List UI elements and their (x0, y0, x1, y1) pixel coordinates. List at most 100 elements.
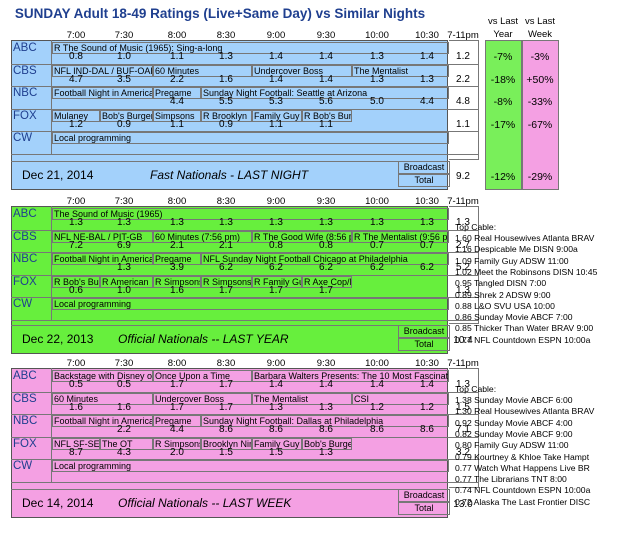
program-cell: R Axe Cop/R (302, 275, 352, 288)
rating-value: 5.0 (370, 96, 384, 107)
program-cell: Undercover Boss (153, 392, 252, 405)
rating-value: 1.2 (370, 401, 384, 413)
time-column-header: 8:00 (167, 30, 187, 41)
footer-separator (11, 489, 448, 490)
program-cell: Pregame (153, 87, 201, 99)
rating-value: 1.3 (117, 262, 131, 273)
rating-value: 1.3 (319, 446, 333, 458)
rating-value: 4.3 (117, 446, 131, 458)
rating-value: 1.3 (370, 73, 384, 85)
rating-value: 6.2 (269, 262, 283, 273)
total-column (449, 206, 479, 324)
program-cell: Football Night in America (52, 415, 153, 427)
time-column-header: 9:30 (316, 196, 336, 207)
rating-value: 1.0 (117, 51, 131, 62)
rating-value: 1.3 (370, 217, 384, 228)
top-cable-item: 0.95 Tangled DISN 7:00 (455, 278, 547, 289)
broadcast-total-value: 13.0 (453, 499, 473, 510)
rating-value: 1.3 (319, 217, 333, 228)
program-cell: The Sound of Music (1965) (52, 208, 449, 220)
rating-value: 1.7 (219, 401, 233, 413)
time-column-header: 8:30 (216, 358, 236, 369)
network-total: 4.8 (456, 96, 470, 107)
row-separator (11, 297, 479, 298)
broadcast-label: Broadcast (398, 325, 450, 338)
rating-value: 2.1 (170, 239, 184, 251)
network-label-abc: ABC (13, 208, 37, 220)
network-column-border (51, 206, 52, 321)
rating-value: 1.5 (269, 446, 283, 458)
row-separator (11, 153, 479, 155)
rating-value: 1.7 (269, 284, 283, 296)
rating-value: 6.2 (319, 262, 333, 273)
rating-value: 1.0 (117, 284, 131, 296)
vs-last-year-column (485, 40, 522, 190)
vs-last-year-total: -12% (490, 171, 516, 183)
vs-last-year-header-top: vs Last (487, 16, 519, 27)
program-cell: R Simpsons (153, 437, 201, 450)
program-cell: R The Good Wife (8:56 p (252, 230, 352, 243)
rating-value: 4.4 (170, 96, 184, 107)
rating-value: 0.8 (319, 239, 333, 251)
rating-value: 8.6 (370, 424, 384, 435)
time-column-header: 7-11pm (447, 358, 479, 369)
vs-last-week-value: -33% (527, 96, 553, 108)
program-cell: Bob's Burgers (100, 109, 153, 122)
program-cell: The Mentalist (352, 64, 449, 77)
program-cell: Local programming (52, 298, 449, 310)
top-cable-item: 0.86 Sunday Movie ABCF 7:00 (455, 312, 573, 323)
vs-last-week-header-bottom: Week (527, 29, 553, 40)
network-label-cw: CW (13, 132, 33, 144)
rating-value: 1.3 (420, 217, 434, 228)
program-cell: 60 Minutes (153, 64, 252, 77)
row-separator (11, 414, 479, 415)
program-cell: Family Guy (252, 109, 302, 122)
footer-separator (11, 161, 448, 162)
network-label-cbs: CBS (13, 64, 37, 77)
row-separator (11, 481, 479, 483)
time-column-header: 10:30 (415, 30, 439, 41)
vs-last-week-value: -3% (530, 51, 550, 63)
program-cell: NFL SF-SEA (52, 437, 100, 450)
time-column-header: 7-11pm (447, 196, 479, 207)
time-column-header: 9:00 (266, 196, 286, 207)
top-cable-item: 1.16 Despicable Me DISN 9:00a (455, 244, 578, 255)
rating-value: 1.4 (420, 379, 434, 390)
row-separator (11, 229, 479, 231)
broadcast-total-value: 9.2 (456, 171, 470, 182)
vs-last-year-value: -18% (490, 73, 516, 86)
rating-value: 4.7 (69, 73, 83, 85)
rating-value: 1.1 (319, 118, 333, 130)
rating-value: 5.5 (219, 96, 233, 107)
top-cable-item: 1.30 Real Housewives Atlanta BRAV (455, 406, 595, 417)
network-total: 1.3 (456, 379, 470, 390)
time-column-header: 8:00 (167, 196, 187, 207)
vs-last-week-column (522, 40, 559, 190)
program-cell: Local programming (52, 460, 449, 472)
rating-value: 2.2 (170, 73, 184, 85)
panel-date: Dec 14, 2014 (22, 496, 94, 510)
program-cell: Football Night in America (52, 253, 153, 265)
program-cell: Simpsons (153, 109, 201, 122)
rating-value: 1.6 (219, 73, 233, 85)
rating-value: 8.6 (219, 424, 233, 435)
rating-value: 1.7 (319, 284, 333, 296)
top-cable-item: 0.85 Thicker Than Water BRAV 9:00 (455, 323, 594, 334)
program-cell: Pregame (153, 415, 201, 427)
top-cable-header: Top Cable: (455, 222, 497, 232)
rating-value: 3.5 (117, 73, 131, 85)
rating-value: 4.4 (420, 96, 434, 107)
broadcast-label: Broadcast (398, 161, 450, 174)
network-total: 1.1 (456, 118, 470, 130)
program-cell: Once Upon a Time (153, 370, 252, 382)
rating-value: 1.4 (370, 379, 384, 390)
network-label-abc: ABC (13, 370, 37, 382)
total-label: Total (398, 174, 450, 187)
rating-value: 6.2 (370, 262, 384, 273)
time-column-header: 10:00 (365, 196, 389, 207)
row-separator (11, 63, 479, 65)
rating-value: 1.3 (117, 217, 131, 228)
program-cell: Brooklyn Nin (201, 437, 252, 450)
rating-value: 1.3 (69, 217, 83, 228)
time-column-header: 10:00 (365, 30, 389, 41)
